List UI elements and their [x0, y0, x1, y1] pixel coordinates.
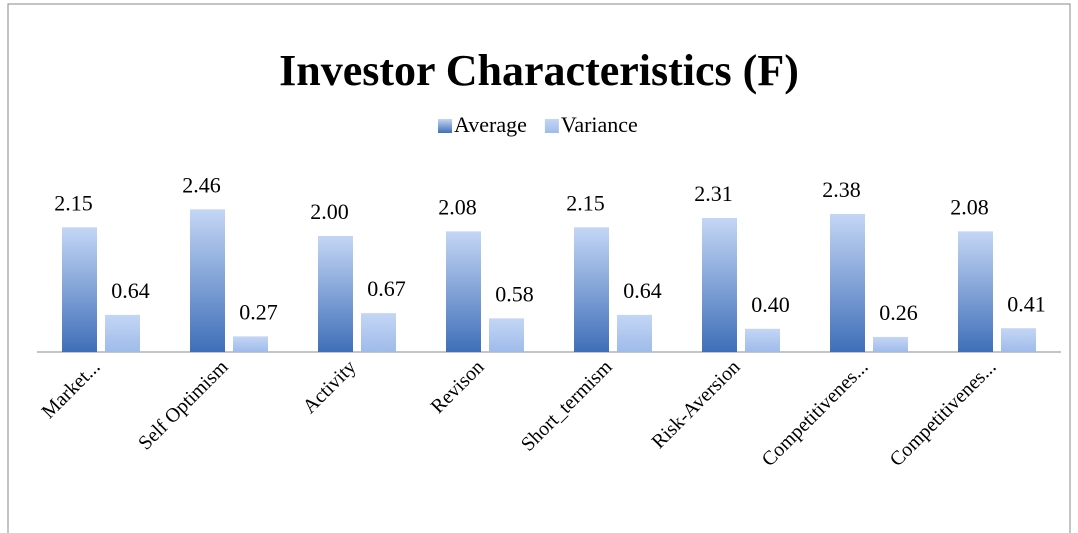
data-label: 0.67: [367, 276, 406, 301]
legend-label: Variance: [561, 112, 638, 137]
data-label: 2.38: [822, 177, 861, 202]
data-label: 2.15: [566, 190, 605, 215]
data-label: 2.46: [182, 172, 221, 197]
bar: [105, 314, 140, 352]
bar: [958, 231, 993, 352]
data-label: 0.40: [751, 292, 790, 317]
bar: [361, 313, 396, 352]
bar: [62, 227, 97, 352]
legend-label: Average: [454, 112, 527, 137]
bar: [617, 314, 652, 352]
data-label: 0.64: [623, 278, 662, 303]
data-label: 2.15: [54, 190, 93, 215]
data-label: 0.27: [239, 299, 278, 324]
bar: [233, 336, 268, 352]
bar: [446, 231, 481, 352]
bar: [489, 318, 524, 352]
bar: [574, 227, 609, 352]
bar: [830, 213, 865, 352]
legend-swatch: [438, 119, 452, 133]
bar: [873, 336, 908, 352]
bar: [318, 236, 353, 352]
data-label: 2.00: [310, 199, 349, 224]
data-label: 2.31: [694, 181, 733, 206]
chart-frame: [7, 3, 1071, 533]
bar: [702, 218, 737, 352]
data-label: 0.58: [495, 281, 534, 306]
data-label: 0.41: [1007, 291, 1046, 316]
chart-title: Investor Characteristics (F): [279, 46, 799, 95]
data-label: 2.08: [438, 194, 477, 219]
data-label: 2.08: [950, 194, 989, 219]
bar: [745, 328, 780, 352]
legend-swatch: [544, 119, 559, 133]
bar: [190, 209, 225, 352]
bar: [1001, 328, 1036, 352]
data-label: 0.26: [879, 300, 918, 325]
data-label: 0.64: [111, 278, 150, 303]
